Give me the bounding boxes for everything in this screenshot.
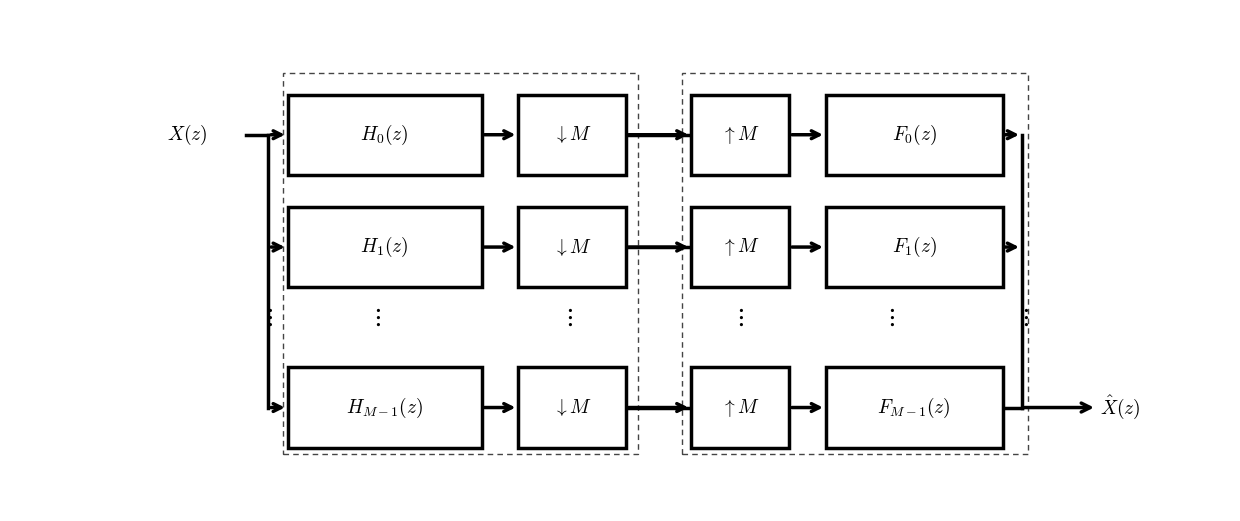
Text: $X(z)$: $X(z)$ [167,122,208,147]
Text: $\uparrow M$: $\uparrow M$ [720,236,760,258]
Text: $\uparrow M$: $\uparrow M$ [720,396,760,418]
Text: $\vdots$: $\vdots$ [263,305,273,329]
Bar [288,207,482,287]
Bar [518,207,626,287]
Bar [283,72,639,454]
Bar [518,367,626,448]
Bar [288,95,482,175]
Text: $\vdots$: $\vdots$ [885,305,895,329]
Text: $\vdots$: $\vdots$ [371,305,381,329]
Text: $\vdots$: $\vdots$ [1019,305,1029,329]
Text: $H_0(z)$: $H_0(z)$ [361,122,409,147]
Bar [826,95,1003,175]
Bar [826,367,1003,448]
Text: $\downarrow M$: $\downarrow M$ [553,237,591,257]
Bar [826,207,1003,287]
Bar [691,367,789,448]
Text: $F_{M-1}(z)$: $F_{M-1}(z)$ [878,395,951,419]
Text: $\downarrow M$: $\downarrow M$ [553,124,591,145]
Text: $H_1(z)$: $H_1(z)$ [361,235,409,259]
Bar [691,207,789,287]
Text: $\uparrow M$: $\uparrow M$ [720,123,760,146]
Text: $F_0(z)$: $F_0(z)$ [892,122,936,147]
Bar [288,367,482,448]
Bar [682,72,1028,454]
Bar [518,95,626,175]
Text: $H_{M-1}(z)$: $H_{M-1}(z)$ [346,395,423,419]
Bar [691,95,789,175]
Text: $\downarrow M$: $\downarrow M$ [553,397,591,418]
Text: $F_1(z)$: $F_1(z)$ [892,235,936,259]
Text: $\hat{X}(z)$: $\hat{X}(z)$ [1100,394,1140,421]
Text: $\vdots$: $\vdots$ [734,305,744,329]
Text: $\vdots$: $\vdots$ [563,305,573,329]
